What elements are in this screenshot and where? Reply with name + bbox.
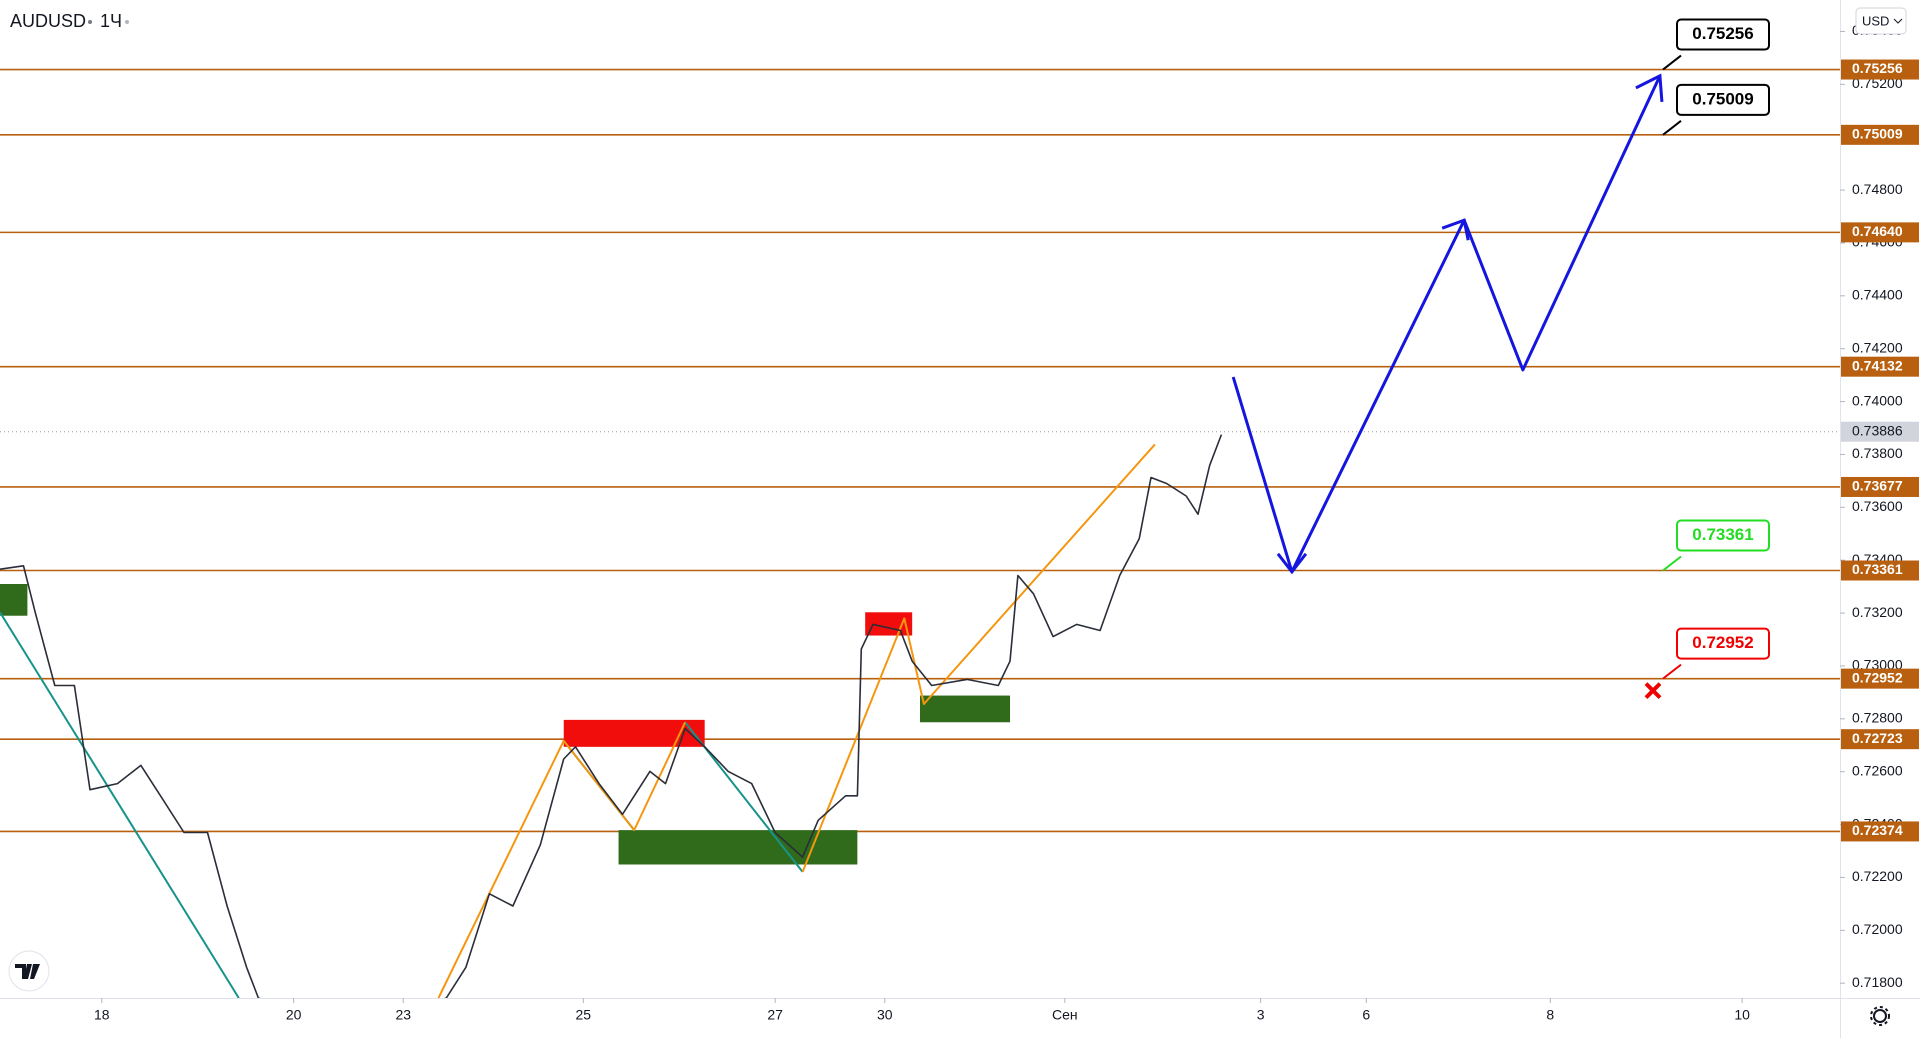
level-label-bg	[1841, 356, 1919, 377]
level-label: 0.73361	[1852, 561, 1903, 577]
callout-box	[1676, 18, 1770, 51]
forecast-arrowhead	[1441, 218, 1470, 241]
callout-pointer	[1662, 120, 1682, 136]
plot-area: 0.75256 0.75009 0.73361 0.72952	[0, 18, 1840, 998]
zigzag-line	[0, 611, 240, 998]
callout-label: 0.73361	[1692, 525, 1753, 544]
level-label: 0.73677	[1852, 478, 1903, 494]
currency[interactable]: USD	[1862, 13, 1889, 28]
y-tick-label: 0.73800	[1852, 445, 1903, 461]
y-tick-label: 0.73200	[1852, 604, 1903, 620]
price-line	[0, 434, 1223, 998]
x-tick-label: Сен	[1052, 1007, 1078, 1023]
last-price-bg	[1841, 421, 1919, 442]
y-tick-label: 0.72600	[1852, 762, 1903, 778]
callout-pointer	[1662, 555, 1682, 572]
x-tick-label: 20	[286, 1007, 302, 1023]
axes: 0.718000.720000.722000.724000.726000.728…	[94, 22, 1919, 1023]
level-label-bg	[1841, 821, 1919, 842]
forecast-arrowhead	[1635, 73, 1664, 102]
zone	[920, 695, 1011, 723]
stop-marker	[1644, 682, 1662, 700]
zone	[563, 719, 705, 747]
x-tick-label: 30	[877, 1007, 893, 1023]
last-price-label: 0.73886	[1852, 422, 1903, 438]
level-label-bg	[1841, 729, 1919, 750]
level-label-bg	[1841, 59, 1919, 80]
zigzag-line	[437, 721, 687, 998]
y-tick-label: 0.71800	[1852, 974, 1903, 990]
y-tick-label: 0.73600	[1852, 498, 1903, 514]
x-tick-label: 25	[576, 1007, 592, 1023]
callout-pointer	[1662, 663, 1682, 680]
x-tick-label: 23	[395, 1007, 411, 1023]
level-label-bg	[1841, 222, 1919, 243]
x-tick-label: 27	[767, 1007, 783, 1023]
callout-pointer	[1662, 54, 1682, 71]
y-tick-label: 0.74200	[1852, 339, 1903, 355]
separator	[88, 20, 92, 24]
zone	[618, 830, 858, 865]
level-label-bg	[1841, 560, 1919, 581]
separator	[125, 20, 129, 24]
x-tick-label: 3	[1257, 1007, 1265, 1023]
y-tick-label: 0.72200	[1852, 868, 1903, 884]
x-tick-label: 10	[1734, 1007, 1750, 1023]
callout-label: 0.75009	[1692, 89, 1753, 108]
y-tick-label: 0.74000	[1852, 392, 1903, 408]
level-label: 0.72723	[1852, 730, 1903, 746]
y-tick-label: 0.72000	[1852, 921, 1903, 937]
level-label-bg	[1841, 124, 1919, 145]
level-label: 0.74640	[1852, 223, 1903, 239]
level-label: 0.74132	[1852, 357, 1903, 373]
x-tick-label: 8	[1546, 1007, 1554, 1023]
y-tick-label: 0.72800	[1852, 710, 1903, 726]
level-label: 0.72952	[1852, 669, 1903, 685]
interval: 1Ч	[100, 11, 122, 31]
y-tick-label: 0.74800	[1852, 181, 1903, 197]
callout-box	[1676, 519, 1770, 552]
forecast-arrowhead	[1276, 552, 1308, 575]
level-label: 0.75009	[1852, 126, 1903, 142]
level-label-bg	[1841, 668, 1919, 689]
level-label: 0.72374	[1852, 822, 1903, 838]
x-tick-label: 6	[1362, 1007, 1370, 1023]
zone	[0, 583, 28, 616]
dropdown-icon[interactable]	[1893, 18, 1903, 24]
callout-box	[1676, 83, 1770, 116]
level-label: 0.75256	[1852, 60, 1903, 76]
callout-label: 0.72952	[1692, 633, 1753, 652]
x-tick-label: 18	[94, 1007, 110, 1023]
settings-icon[interactable]	[1870, 1006, 1890, 1026]
zigzag-line	[801, 443, 1156, 873]
symbol: AUDUSD	[10, 11, 86, 31]
level-label-bg	[1841, 476, 1919, 497]
callout-box	[1676, 627, 1770, 660]
tv-logo	[8, 950, 50, 992]
callout-label: 0.75256	[1692, 24, 1753, 43]
y-tick-label: 0.74400	[1852, 287, 1903, 303]
currency-button[interactable]	[1855, 7, 1907, 35]
